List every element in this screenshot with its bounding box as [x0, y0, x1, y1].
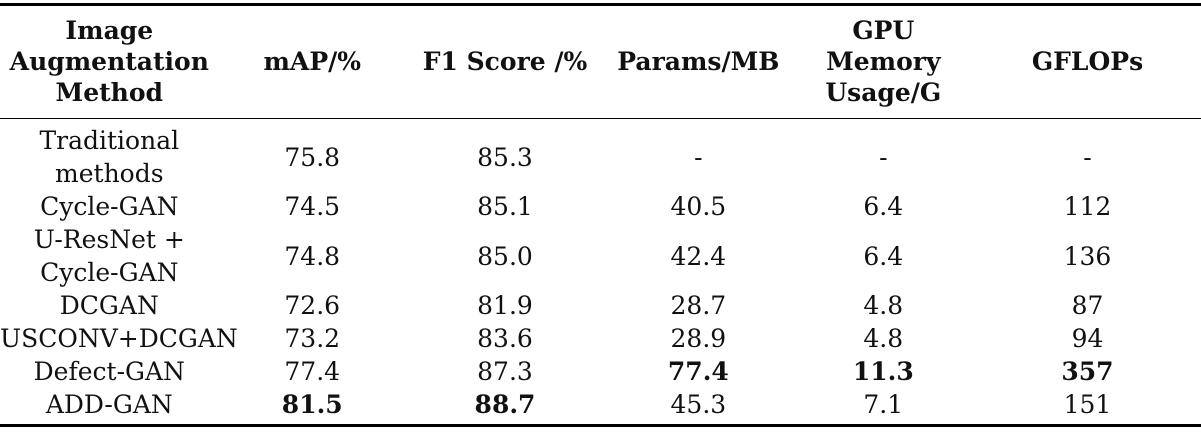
cell-gflops: 87 — [1071, 291, 1104, 320]
cell-f1-score: 85.3 — [477, 142, 533, 172]
col-header-f1-score: F1 Score /% — [405, 4, 605, 119]
cell-params: 28.9 — [670, 324, 727, 353]
cell-map: 74.8 — [284, 241, 341, 271]
cell-params: 42.4 — [670, 241, 727, 271]
col-header-method: Image Augmentation Method — [0, 4, 219, 119]
cell-gflops: 357 — [1061, 357, 1114, 386]
cell-gpu-memory: 7.1 — [863, 390, 904, 419]
cell-gpu-memory: 4.8 — [863, 291, 904, 320]
cell-method: U-ResNet + Cycle-GAN — [33, 225, 185, 287]
cell-f1-score: 87.3 — [477, 357, 533, 386]
cell-map: 81.5 — [281, 390, 343, 419]
cell-gpu-memory: 11.3 — [852, 357, 914, 386]
cell-method: Defect-GAN — [33, 357, 185, 386]
cell-f1-score: 85.1 — [477, 192, 533, 221]
cell-map: 74.5 — [284, 192, 341, 221]
cell-method: Cycle-GAN — [40, 192, 179, 221]
cell-gpu-memory: 6.4 — [863, 241, 904, 271]
cell-gflops: 136 — [1063, 241, 1112, 271]
col-header-gpu-memory: GPU Memory Usage/G — [792, 4, 974, 119]
cell-f1-score: 81.9 — [477, 291, 533, 320]
cell-gpu-memory: - — [879, 142, 888, 172]
cell-f1-score: 83.6 — [477, 324, 533, 353]
cell-method: ADD-GAN — [45, 390, 173, 419]
col-header-map: mAP/% — [218, 4, 406, 119]
cell-params: 28.7 — [670, 291, 727, 320]
table-row-usconv-dcgan: USCONV+DCGAN 73.2 83.6 28.9 4.8 94 — [0, 322, 1201, 355]
cell-gpu-memory: 4.8 — [863, 324, 904, 353]
cell-gflops: 151 — [1063, 390, 1112, 419]
header-row: Image Augmentation Method mAP/% F1 Score… — [0, 4, 1201, 119]
cell-f1-score: 88.7 — [474, 390, 536, 419]
cell-params: 40.5 — [670, 192, 727, 221]
cell-gflops: - — [1083, 142, 1092, 172]
cell-map: 77.4 — [284, 357, 341, 386]
cell-params: - — [694, 142, 703, 172]
table-row-defect-gan: Defect-GAN 77.4 87.3 77.4 11.3 357 — [0, 355, 1201, 388]
cell-gpu-memory: 6.4 — [863, 192, 904, 221]
cell-gflops: 112 — [1063, 192, 1112, 221]
cell-params: 77.4 — [667, 357, 729, 386]
cell-method: Traditional methods — [39, 126, 180, 188]
cell-map: 72.6 — [284, 291, 341, 320]
table-row-cycle-gan: Cycle-GAN 74.5 85.1 40.5 6.4 112 — [0, 190, 1201, 223]
cell-f1-score: 85.0 — [477, 241, 533, 271]
cell-method: USCONV+DCGAN — [0, 324, 238, 353]
table-row-uresnet-cycle-gan: U-ResNet + Cycle-GAN 74.8 85.0 42.4 6.4 … — [0, 223, 1201, 289]
cell-gflops: 94 — [1071, 324, 1104, 353]
results-table: Image Augmentation Method mAP/% F1 Score… — [0, 3, 1201, 427]
cell-map: 75.8 — [284, 142, 341, 172]
table-row-dcgan: DCGAN 72.6 81.9 28.7 4.8 87 — [0, 289, 1201, 322]
cell-map: 73.2 — [284, 324, 341, 353]
table-row-add-gan: ADD-GAN 81.5 88.7 45.3 7.1 151 — [0, 388, 1201, 426]
table-row-traditional-methods: Traditional methods 75.8 85.3 - - - — [0, 119, 1201, 191]
cell-method: DCGAN — [59, 291, 159, 320]
cell-params: 45.3 — [670, 390, 727, 419]
col-header-params: Params/MB — [604, 4, 793, 119]
col-header-gflops: GFLOPs — [973, 4, 1201, 119]
